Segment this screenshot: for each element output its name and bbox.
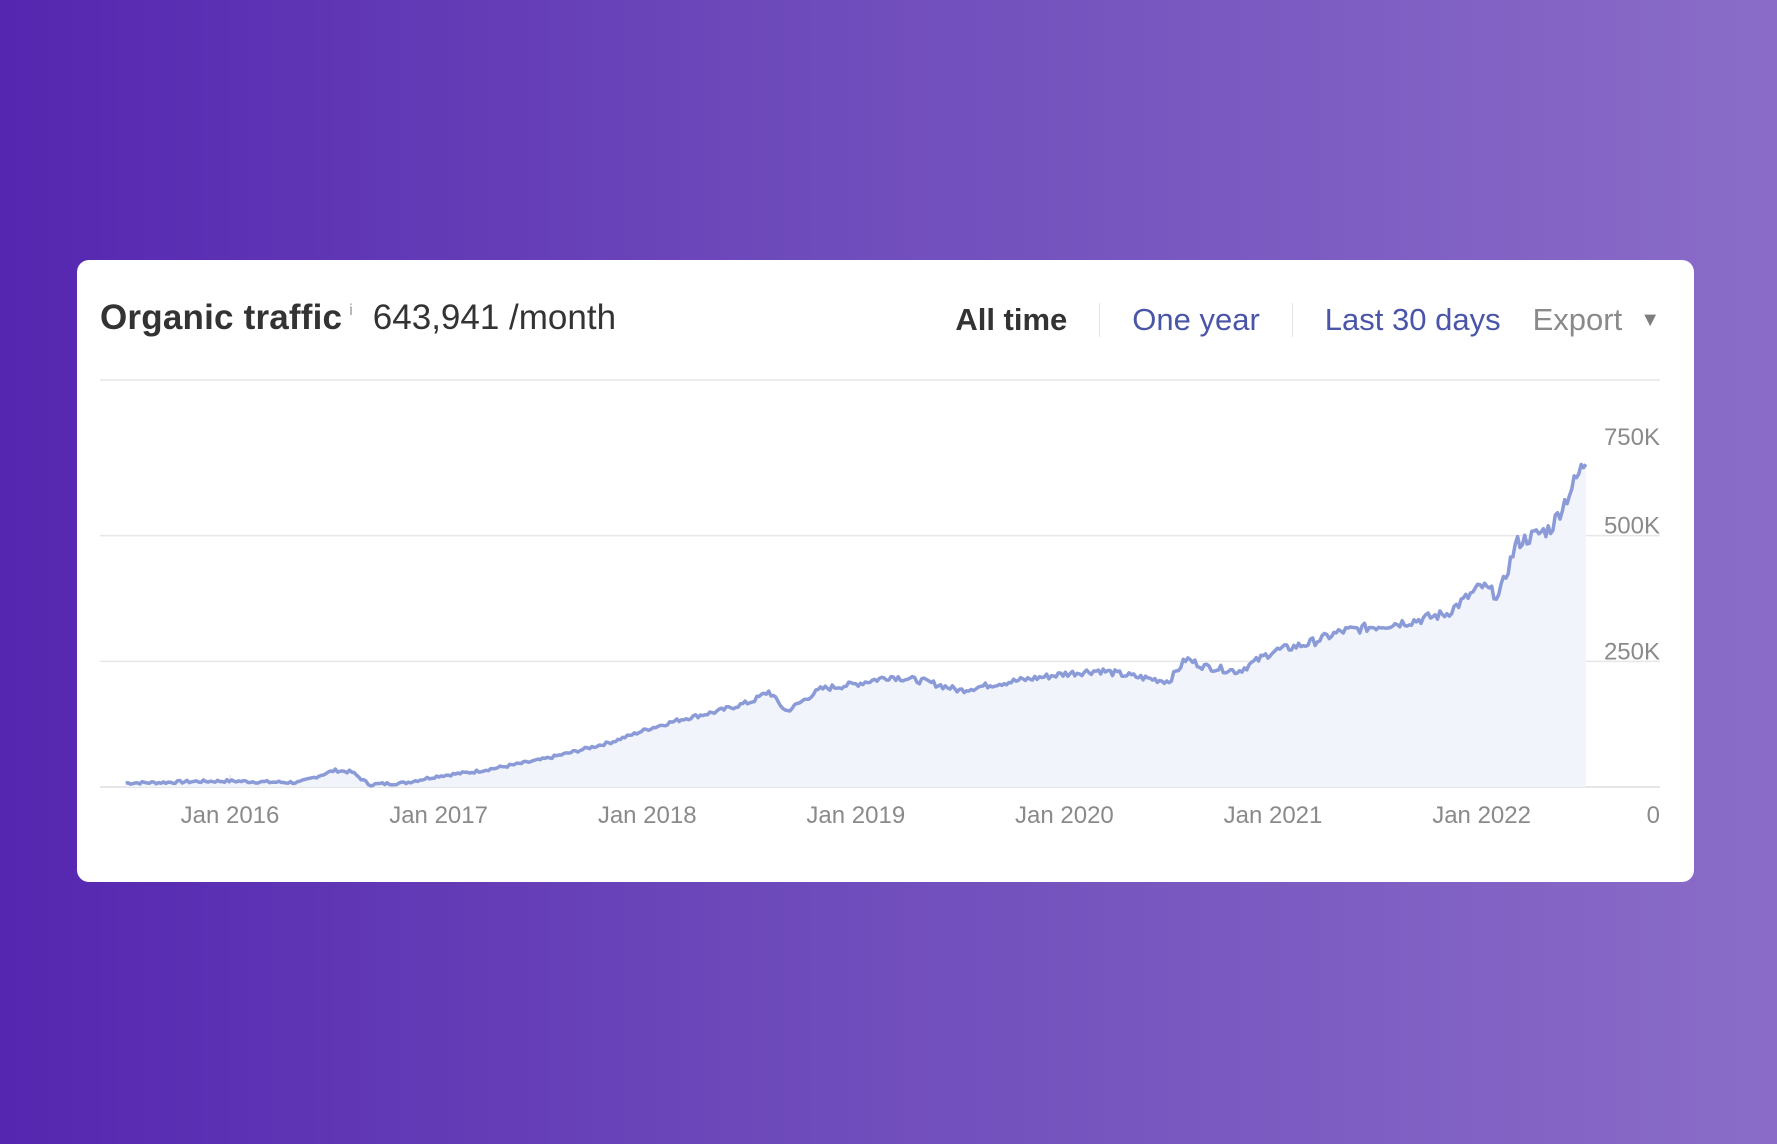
export-button[interactable]: Export ▼	[1533, 302, 1660, 338]
export-label: Export	[1532, 302, 1623, 337]
traffic-area	[125, 464, 1586, 787]
filter-divider	[1099, 303, 1101, 337]
filter-one-year[interactable]: One year	[1132, 302, 1260, 337]
traffic-series-line	[125, 462, 1588, 788]
filter-last-30-days[interactable]: Last 30 days	[1324, 302, 1501, 337]
y-tick-label: 250K	[1604, 638, 1660, 665]
x-tick-label: Jan 2021	[1224, 802, 1323, 829]
x-tick-label: Jan 2019	[806, 802, 905, 829]
x-tick-label: Jan 2017	[389, 802, 488, 829]
filter-divider	[1291, 303, 1293, 337]
card-title: Organic traffic	[100, 298, 343, 337]
y-tick-label: 0	[1647, 802, 1660, 829]
y-tick-label: 750K	[1604, 424, 1660, 451]
y-tick-label: 500K	[1604, 513, 1660, 540]
card-header: Organic traffic i 643,941 /month	[100, 298, 616, 338]
info-icon[interactable]: i	[349, 302, 353, 319]
x-tick-label: Jan 2016	[181, 802, 280, 829]
filter-all-time[interactable]: All time	[955, 302, 1068, 337]
organic-traffic-card: Organic traffic i 643,941 /month All tim…	[77, 260, 1694, 882]
time-range-filters: All time One year Last 30 days Export ▼	[955, 302, 1660, 338]
caret-down-icon: ▼	[1640, 308, 1660, 331]
traffic-chart: 0 250K 500K 750K Jan 2016 Jan 2017 Jan 2018 Jan…	[100, 379, 1660, 829]
x-tick-label: Jan 2022	[1432, 802, 1531, 829]
x-tick-label: Jan 2018	[598, 802, 697, 829]
traffic-total: 643,941 /month	[372, 298, 617, 337]
x-tick-label: Jan 2020	[1015, 802, 1114, 829]
